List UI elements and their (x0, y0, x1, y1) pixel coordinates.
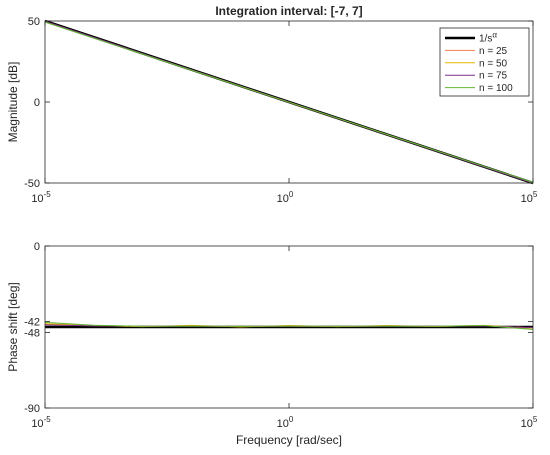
series-line-4 (44, 321, 534, 331)
x-tick-label: 10-5 (31, 415, 51, 430)
x-tick-label: 105 (521, 415, 538, 430)
legend-label: n = 50 (479, 58, 508, 69)
x-tick-label: 10-5 (31, 190, 51, 205)
legend-label: n = 100 (479, 83, 513, 94)
x-tick-label-base: 10 (31, 193, 43, 205)
y-axis-label: Phase shift [deg] (6, 282, 20, 371)
x-tick-label-exponent: 5 (533, 190, 538, 199)
chart-title: Integration interval: [-7, 7] (215, 4, 362, 18)
x-tick-label-exponent: 0 (289, 415, 294, 424)
x-tick-label-base: 10 (31, 418, 43, 430)
legend-label: n = 75 (479, 71, 508, 82)
legend-box (439, 27, 530, 97)
x-tick-label-base: 10 (277, 418, 289, 430)
x-tick-label-exponent: 5 (533, 415, 538, 424)
x-tick-label-base: 10 (521, 418, 533, 430)
y-tick-label: -42 (24, 317, 40, 329)
y-tick-label: 0 (34, 97, 40, 109)
legend-label: 1/sα (479, 31, 497, 45)
x-tick-label-base: 10 (521, 193, 533, 205)
series-group (44, 321, 534, 331)
series-line-4 (44, 21, 534, 183)
y-tick-label: -50 (24, 178, 40, 190)
x-tick-label-base: 10 (277, 193, 289, 205)
y-axis-label: Magnitude [dB] (6, 62, 20, 143)
x-tick-label-exponent: 0 (289, 190, 294, 199)
legend-label: n = 25 (479, 46, 508, 57)
legend-label-superscript: α (492, 31, 497, 40)
x-tick-label: 100 (277, 415, 294, 430)
x-tick-label: 100 (277, 190, 294, 205)
x-tick-label-exponent: -5 (44, 190, 52, 199)
y-tick-label: 0 (34, 241, 40, 253)
y-tick-label: 50 (28, 16, 40, 28)
series-group (44, 19, 534, 185)
y-tick-label: -90 (24, 403, 40, 415)
legend-label-base: 1/s (479, 34, 492, 45)
y-tick-label: -48 (24, 327, 40, 339)
x-tick-label: 105 (521, 190, 538, 205)
x-tick-label-exponent: -5 (44, 415, 52, 424)
x-axis-label: Frequency [rad/sec] (236, 433, 342, 447)
legend: 1/sαn = 25n = 50n = 75n = 100 (439, 27, 530, 97)
